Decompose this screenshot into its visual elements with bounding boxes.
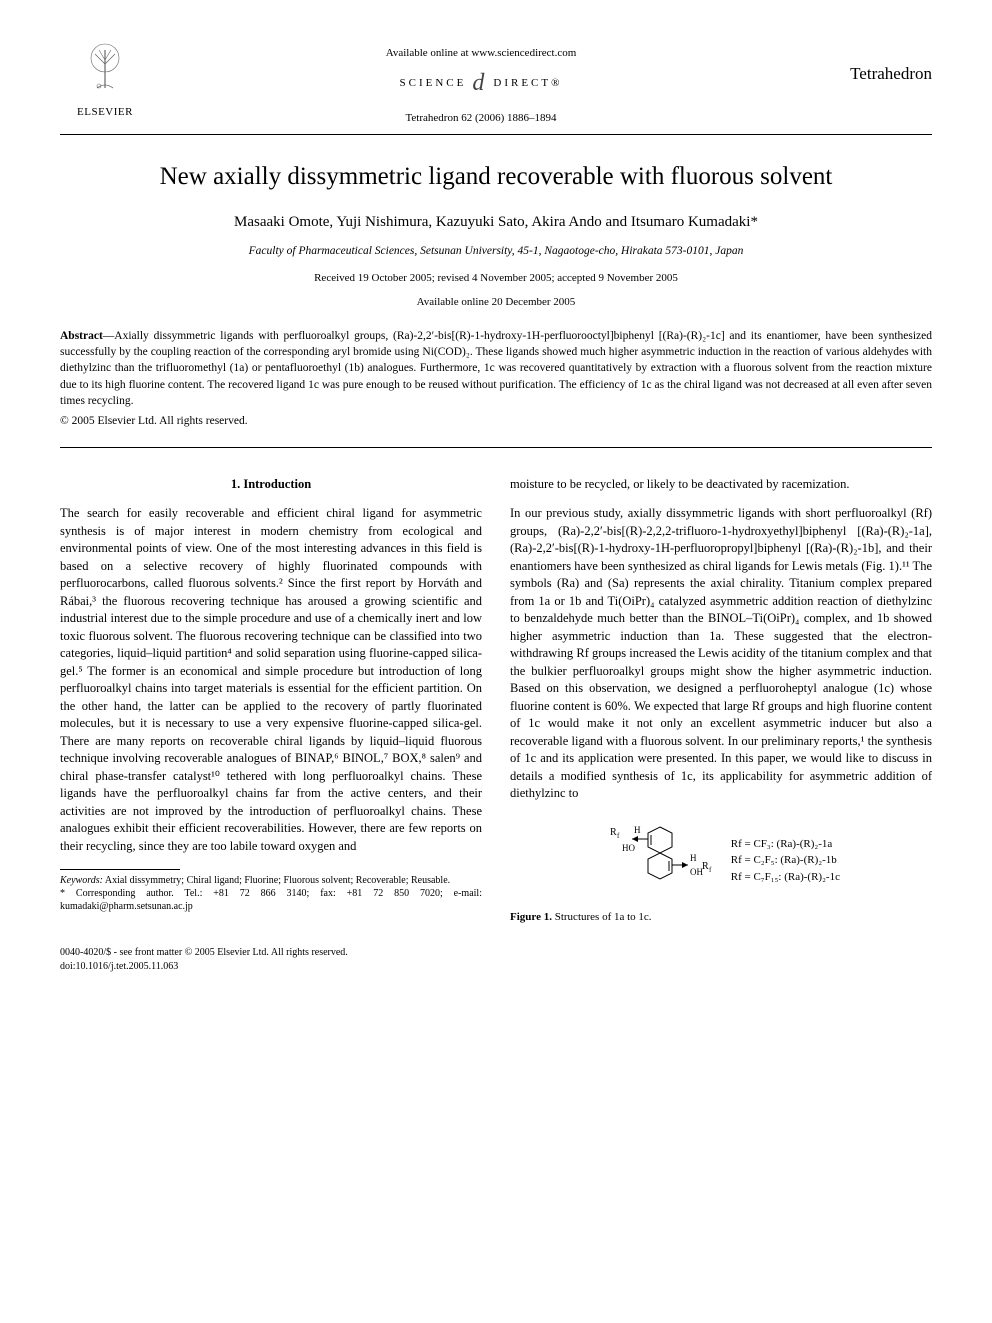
- keywords-label: Keywords:: [60, 875, 103, 886]
- figure-label: Figure 1.: [510, 911, 552, 923]
- corresponding-author: * Corresponding author. Tel.: +81 72 866…: [60, 887, 482, 913]
- front-matter: 0040-4020/$ - see front matter © 2005 El…: [60, 946, 348, 974]
- article-title: New axially dissymmetric ligand recovera…: [60, 159, 932, 194]
- elsevier-tree-icon: [60, 40, 150, 103]
- affiliation: Faculty of Pharmaceutical Sciences, Sets…: [60, 243, 932, 259]
- sd-right: DIRECT®: [493, 76, 562, 91]
- online-date: Available online 20 December 2005: [60, 295, 932, 310]
- fig-line-3: Rf = C₇F₁₅: (Ra)-(R)₂-1c: [731, 869, 840, 886]
- body-columns: 1. Introduction The search for easily re…: [60, 476, 932, 926]
- column-left: 1. Introduction The search for easily re…: [60, 476, 482, 926]
- header-rule: [60, 134, 932, 135]
- available-online: Available online at www.sciencedirect.co…: [150, 46, 812, 61]
- fig-line-1: Rf = CF₃: (Ra)-(R)₂-1a: [731, 836, 840, 853]
- authors: Masaaki Omote, Yuji Nishimura, Kazuyuki …: [60, 212, 932, 233]
- abstract: Abstract—Axially dissymmetric ligands wi…: [60, 328, 932, 408]
- history-dates: Received 19 October 2005; revised 4 Nove…: [60, 271, 932, 286]
- footnotes: Keywords: Axial dissymmetry; Chiral liga…: [60, 874, 482, 913]
- footer-line: 0040-4020/$ - see front matter © 2005 El…: [60, 946, 932, 974]
- publisher-name: ELSEVIER: [60, 105, 150, 120]
- copyright: © 2005 Elsevier Ltd. All rights reserved…: [60, 413, 932, 429]
- fig-line-2: Rf = C₂F₅: (Ra)-(R)₂-1b: [731, 852, 840, 869]
- section-heading: 1. Introduction: [60, 476, 482, 494]
- sd-at-icon: d: [472, 67, 487, 101]
- figure-1: Rf HO H H OH Rf Rf = CF₃: (Ra)-(R)₂-1a R…: [510, 819, 932, 903]
- chem-structure-icon: Rf HO H H OH Rf: [602, 819, 722, 903]
- sd-left: SCIENCE: [400, 76, 467, 91]
- header-row: ELSEVIER Available online at www.science…: [60, 40, 932, 126]
- citation: Tetrahedron 62 (2006) 1886–1894: [150, 111, 812, 126]
- svg-text:R: R: [702, 861, 709, 872]
- sciencedirect-logo: SCIENCE d DIRECT®: [150, 67, 812, 101]
- abstract-label: Abstract: [60, 330, 103, 342]
- svg-text:f: f: [709, 866, 712, 874]
- front-matter-text: 0040-4020/$ - see front matter © 2005 El…: [60, 946, 348, 960]
- svg-text:H: H: [690, 853, 697, 863]
- keywords-text: Axial dissymmetry; Chiral ligand; Fluori…: [103, 875, 450, 886]
- svg-text:H: H: [634, 825, 641, 835]
- doi: doi:10.1016/j.tet.2005.11.063: [60, 960, 348, 974]
- abstract-rule: [60, 447, 932, 448]
- column-right: moisture to be recycled, or likely to be…: [510, 476, 932, 926]
- col2-paragraph-1: moisture to be recycled, or likely to be…: [510, 476, 932, 494]
- figure-legend: Rf = CF₃: (Ra)-(R)₂-1a Rf = C₂F₅: (Ra)-(…: [731, 836, 840, 886]
- svg-text:HO: HO: [622, 843, 635, 853]
- col2-paragraph-2: In our previous study, axially dissymmet…: [510, 505, 932, 803]
- abstract-text: —Axially dissymmetric ligands with perfl…: [60, 330, 932, 406]
- figure-caption: Figure 1. Structures of 1a to 1c.: [510, 910, 932, 925]
- figure-caption-text: Structures of 1a to 1c.: [552, 911, 652, 923]
- footnote-rule: [60, 869, 180, 870]
- publisher-block: ELSEVIER: [60, 40, 150, 120]
- keywords-line: Keywords: Axial dissymmetry; Chiral liga…: [60, 874, 482, 887]
- journal-name: Tetrahedron: [812, 40, 932, 86]
- center-header: Available online at www.sciencedirect.co…: [150, 40, 812, 126]
- svg-text:f: f: [617, 832, 620, 840]
- intro-paragraph-1: The search for easily recoverable and ef…: [60, 505, 482, 855]
- svg-text:R: R: [610, 827, 617, 838]
